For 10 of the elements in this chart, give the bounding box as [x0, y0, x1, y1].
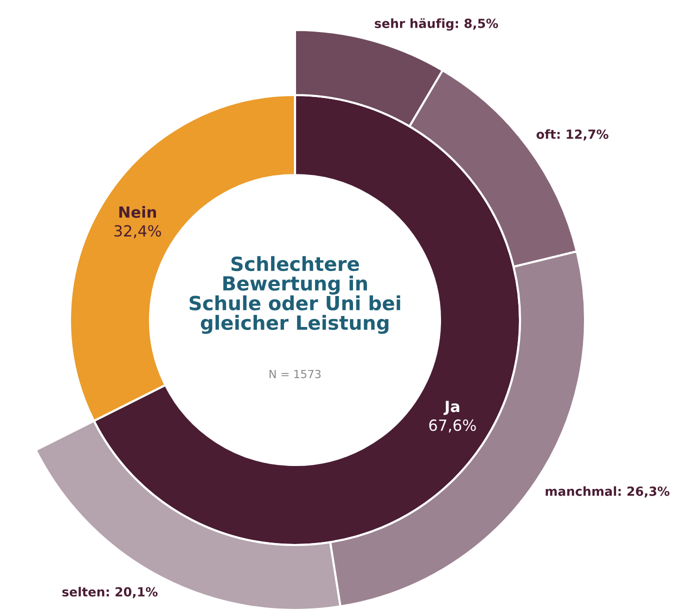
- data-label: 67,6%: [429, 419, 476, 433]
- text: N = 1573: [270, 370, 321, 378]
- data-label: oft: 12,7%: [536, 129, 608, 141]
- slice-label: Ja: [444, 400, 460, 416]
- data-label: sehr häufig: 8,5%: [374, 18, 498, 31]
- data-label: selten: 20,1%: [62, 586, 158, 598]
- slice-label: Nein: [119, 206, 156, 218]
- data-label: manchmal: 26,3%: [546, 486, 670, 498]
- data-label: 32,4%: [114, 225, 161, 238]
- text: Schlechtere Bewertung in Schule oder Uni bei gleicher Leistung: [190, 256, 400, 334]
